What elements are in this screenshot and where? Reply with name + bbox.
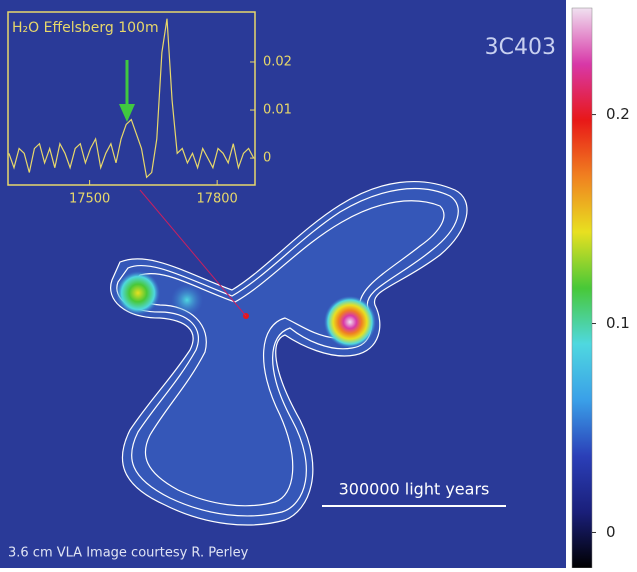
source-name: 3C403 — [485, 35, 556, 60]
scale-label: 300000 light years — [339, 480, 490, 499]
colorbar-tick-label: 0 — [606, 523, 616, 541]
y-tick-label: 0 — [263, 151, 271, 166]
hotspot — [171, 284, 203, 316]
colorbar-tick-label: 0.1 — [606, 314, 630, 332]
inset-title: H₂O Effelsberg 100m — [12, 20, 159, 36]
hotspot — [116, 271, 160, 315]
x-tick-label: 17800 — [196, 192, 237, 207]
colorbar-tick-label: 0.2 — [606, 105, 630, 123]
hotspot — [324, 296, 376, 348]
inset-spectrum: H₂O Effelsberg 100m — [8, 12, 255, 185]
y-tick-label: 0.02 — [263, 54, 292, 69]
figure: 3C403 300000 light years 3.6 cm VLA Imag… — [0, 0, 637, 568]
inset-frame — [8, 12, 255, 185]
y-tick-label: 0.01 — [263, 103, 292, 118]
colorbar — [572, 8, 592, 568]
credit: 3.6 cm VLA Image courtesy R. Perley — [8, 546, 249, 561]
x-tick-label: 17500 — [69, 192, 110, 207]
